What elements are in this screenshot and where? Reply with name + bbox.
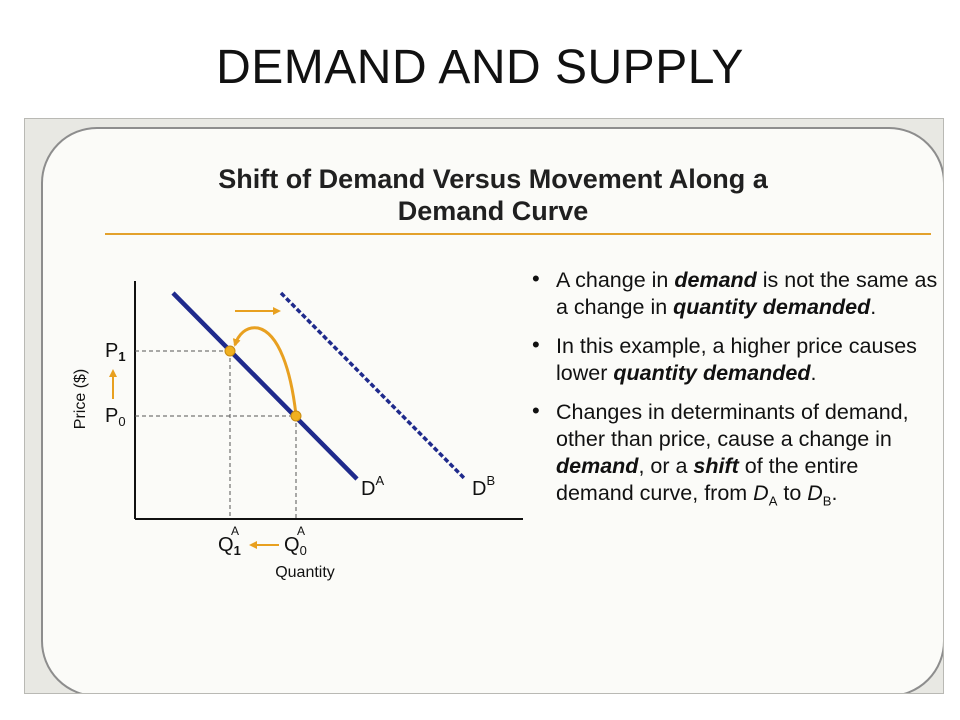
bullet-item-3: • Changes in determinants of demand, othe… <box>532 398 909 509</box>
figure-panel: Shift of Demand Versus Movement Along a … <box>24 118 944 694</box>
q0-label: Q0 <box>284 534 307 558</box>
q1-superscript: A <box>231 524 239 538</box>
p0-label: P0 <box>105 405 126 429</box>
demand-shift-diagram: Price ($) P1 P0 Q1 A Q0 A Quantity DA DB <box>72 281 523 581</box>
q1-label: Q1 <box>218 534 241 558</box>
demand-curve-a <box>171 291 359 481</box>
p1-label: P1 <box>105 340 126 364</box>
curve-b-label: DB <box>472 473 495 500</box>
point-p1-q1 <box>224 345 236 357</box>
title-divider <box>105 233 931 235</box>
bullet-list: • A change in demand is not the same as a… <box>528 266 938 526</box>
curved-arrow-icon <box>232 326 298 416</box>
q0-superscript: A <box>297 524 305 538</box>
y-axis-label: Price ($) <box>72 369 89 429</box>
card-title: Shift of Demand Versus Movement Along a … <box>43 163 943 227</box>
diagram-card: Shift of Demand Versus Movement Along a … <box>41 127 943 693</box>
card-title-line-2: Demand Curve <box>397 196 589 226</box>
card-title-line-1: Shift of Demand Versus Movement Along a <box>218 164 768 194</box>
bullet-item-1: • A change in demand is not the same as a… <box>532 266 938 319</box>
slide-title: DEMAND AND SUPPLY <box>216 41 744 94</box>
x-axis-label: Quantity <box>275 564 335 581</box>
bullet-item-2: • In this example, a higher price causes … <box>532 332 917 385</box>
demand-curve-b <box>279 291 467 481</box>
point-p0-q0 <box>290 410 302 422</box>
curve-a-label: DA <box>361 473 384 500</box>
